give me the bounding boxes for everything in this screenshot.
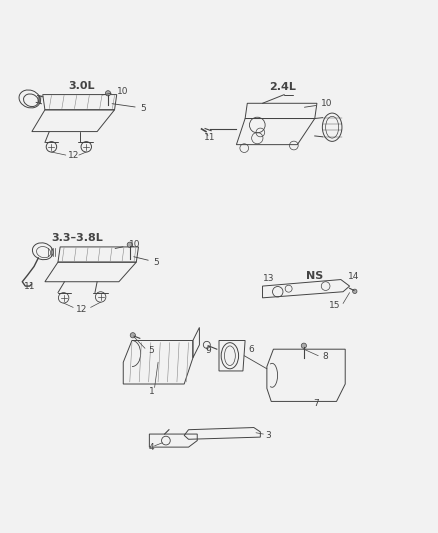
Circle shape (130, 333, 135, 338)
Text: 10: 10 (304, 99, 333, 108)
Text: 13: 13 (263, 274, 275, 282)
Text: 15: 15 (328, 301, 340, 310)
Text: 5: 5 (148, 345, 155, 354)
Text: 4: 4 (149, 442, 154, 451)
Text: 5: 5 (134, 257, 159, 266)
Circle shape (301, 343, 307, 349)
Text: 11: 11 (204, 133, 215, 142)
Text: 3: 3 (265, 431, 271, 440)
Text: 14: 14 (348, 272, 360, 280)
Text: 6: 6 (249, 345, 254, 354)
Text: 5: 5 (112, 104, 146, 112)
Text: 2.4L: 2.4L (268, 82, 296, 92)
Text: 9: 9 (205, 346, 211, 354)
Text: 3.0L: 3.0L (69, 81, 95, 91)
Text: 1: 1 (148, 387, 155, 397)
Text: NS: NS (306, 271, 323, 281)
Text: 11: 11 (24, 281, 35, 290)
Text: 10: 10 (102, 87, 128, 96)
Text: 10: 10 (115, 240, 140, 249)
Circle shape (353, 289, 357, 294)
Text: 12: 12 (67, 151, 79, 160)
Text: 8: 8 (323, 352, 328, 361)
Text: 3.3–3.8L: 3.3–3.8L (52, 233, 103, 243)
Text: 12: 12 (76, 305, 88, 313)
Circle shape (106, 91, 111, 96)
Circle shape (127, 242, 132, 247)
Text: 7: 7 (313, 399, 318, 408)
